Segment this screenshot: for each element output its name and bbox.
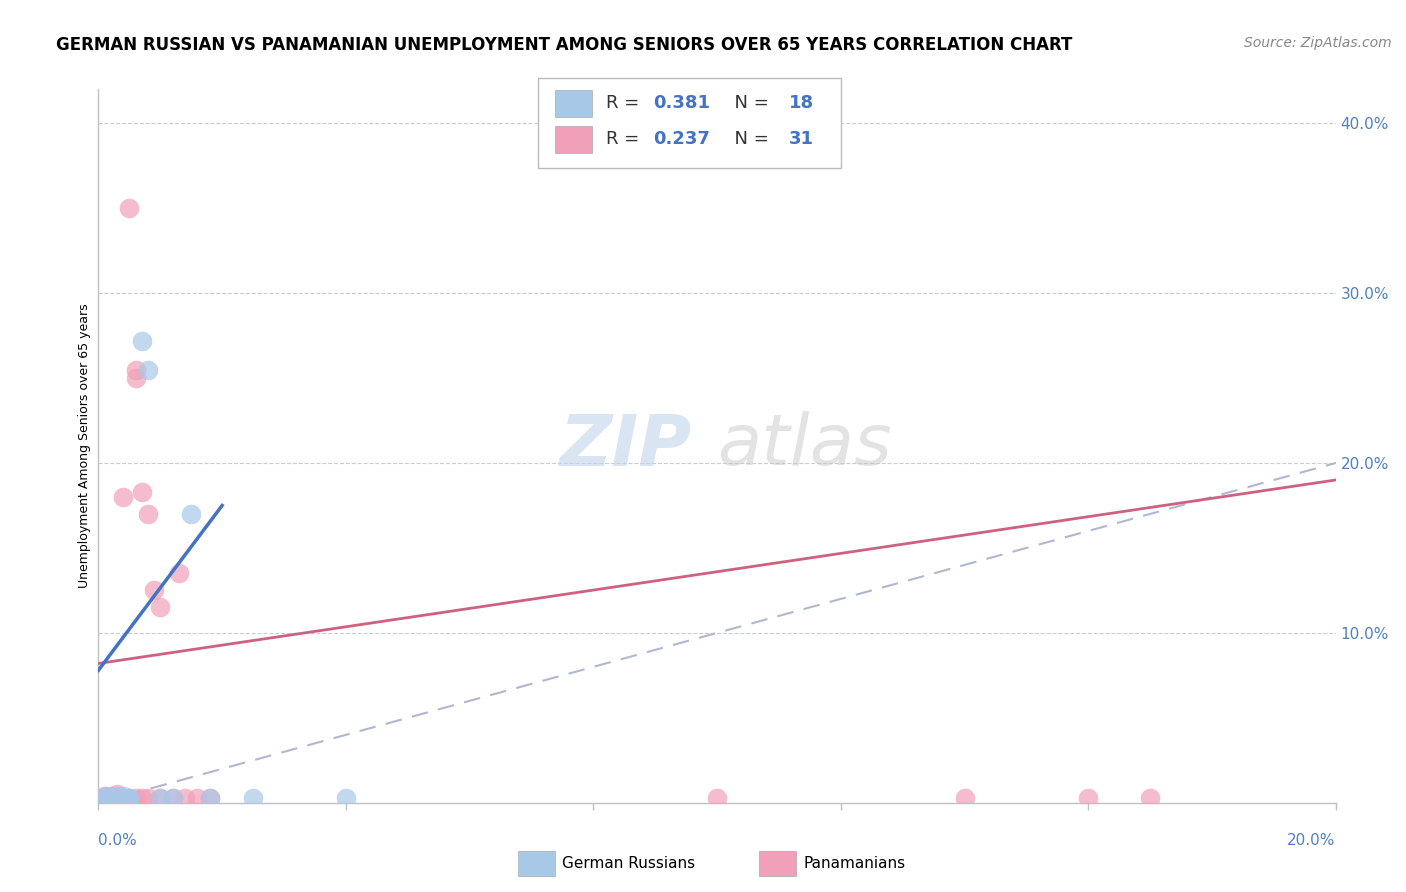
Point [112, 790, 135, 805]
Point [143, 583, 166, 598]
Point [136, 362, 159, 376]
Point [149, 790, 172, 805]
Text: GERMAN RUSSIAN VS PANAMANIAN UNEMPLOYMENT AMONG SENIORS OVER 65 YEARS CORRELATIO: GERMAN RUSSIAN VS PANAMANIAN UNEMPLOYMEN… [56, 36, 1073, 54]
Point [953, 790, 976, 805]
Point [100, 790, 122, 805]
Text: ZIP: ZIP [560, 411, 692, 481]
Point [105, 789, 128, 803]
Point [131, 334, 153, 348]
Point [100, 790, 122, 805]
Point [100, 790, 122, 805]
Point [186, 790, 208, 805]
Text: R =: R = [606, 95, 645, 112]
Point [93, 789, 115, 803]
Text: 20.0%: 20.0% [1288, 833, 1336, 848]
Point [149, 790, 172, 805]
FancyBboxPatch shape [555, 126, 592, 153]
Point [180, 507, 202, 521]
Text: 31: 31 [789, 130, 814, 148]
Point [198, 790, 221, 805]
Point [118, 790, 141, 805]
Text: 18: 18 [789, 95, 814, 112]
Text: R =: R = [606, 130, 645, 148]
Text: atlas: atlas [717, 411, 891, 481]
Text: 0.381: 0.381 [652, 95, 710, 112]
Point [167, 566, 190, 581]
Point [93, 790, 115, 805]
Text: 0.237: 0.237 [652, 130, 710, 148]
Point [136, 507, 159, 521]
Point [105, 790, 128, 805]
Point [1077, 790, 1099, 805]
Point [118, 790, 141, 805]
Point [93, 789, 115, 803]
Point [706, 790, 728, 805]
Y-axis label: Unemployment Among Seniors over 65 years: Unemployment Among Seniors over 65 years [79, 303, 91, 589]
Point [100, 790, 122, 805]
Text: Panamanians: Panamanians [804, 856, 905, 871]
Point [93, 790, 115, 805]
Text: N =: N = [723, 130, 775, 148]
FancyBboxPatch shape [537, 78, 841, 168]
Point [105, 787, 128, 801]
FancyBboxPatch shape [555, 90, 592, 117]
Point [124, 371, 146, 385]
Point [1139, 790, 1161, 805]
Point [174, 790, 197, 805]
Point [112, 789, 135, 803]
Point [112, 490, 135, 504]
Point [112, 790, 135, 805]
Point [105, 789, 128, 803]
FancyBboxPatch shape [759, 851, 796, 876]
Text: 0.0%: 0.0% [98, 833, 138, 848]
Point [131, 790, 153, 805]
Point [131, 484, 153, 499]
Point [242, 790, 264, 805]
FancyBboxPatch shape [517, 851, 555, 876]
Point [118, 790, 141, 805]
Point [335, 790, 357, 805]
Text: N =: N = [723, 95, 775, 112]
Point [136, 790, 159, 805]
Text: Source: ZipAtlas.com: Source: ZipAtlas.com [1244, 36, 1392, 50]
Point [105, 790, 128, 805]
Point [118, 201, 141, 215]
Point [162, 790, 184, 805]
Point [124, 362, 146, 376]
Point [124, 790, 146, 805]
Point [198, 790, 221, 805]
Point [162, 790, 184, 805]
Text: German Russians: German Russians [562, 856, 696, 871]
Point [149, 600, 172, 615]
Point [100, 789, 122, 803]
